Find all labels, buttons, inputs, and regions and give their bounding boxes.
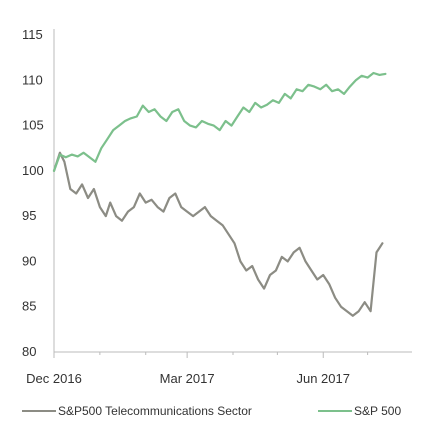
x-tick-label-2: Jun 2017 bbox=[296, 371, 350, 386]
y-tick-label-110: 110 bbox=[22, 72, 43, 87]
y-tick-label-85: 85 bbox=[22, 299, 36, 314]
legend-item-sp500: S&P 500 bbox=[318, 404, 401, 418]
y-tick-label-115: 115 bbox=[22, 27, 43, 42]
y-tick-label-90: 90 bbox=[22, 253, 36, 268]
y-tick-label-100: 100 bbox=[22, 163, 44, 178]
legend-swatch-sp500 bbox=[318, 410, 352, 412]
legend-item-telecom: S&P500 Telecommunications Sector bbox=[22, 404, 252, 418]
series-line-0 bbox=[52, 151, 384, 317]
y-tick-label-105: 105 bbox=[22, 118, 44, 133]
legend-label-sp500: S&P 500 bbox=[354, 404, 402, 418]
x-tick-label-0: Dec 2016 bbox=[26, 371, 82, 386]
y-tick-label-80: 80 bbox=[22, 344, 36, 359]
x-axis-tick-marks bbox=[53, 352, 369, 358]
y-tick-label-95: 95 bbox=[22, 208, 36, 223]
series-line-1 bbox=[52, 71, 387, 172]
legend-label-telecom: S&P500 Telecommunications Sector bbox=[58, 404, 252, 418]
legend-swatch-telecom bbox=[22, 410, 56, 412]
y-axis-tick-labels: 80 85 90 95 100 105 110 115 bbox=[22, 27, 44, 359]
x-tick-label-1: Mar 2017 bbox=[160, 371, 215, 386]
x-axis-tick-labels: Dec 2016 Mar 2017 Jun 2017 bbox=[26, 371, 350, 386]
series-lines bbox=[52, 71, 387, 317]
